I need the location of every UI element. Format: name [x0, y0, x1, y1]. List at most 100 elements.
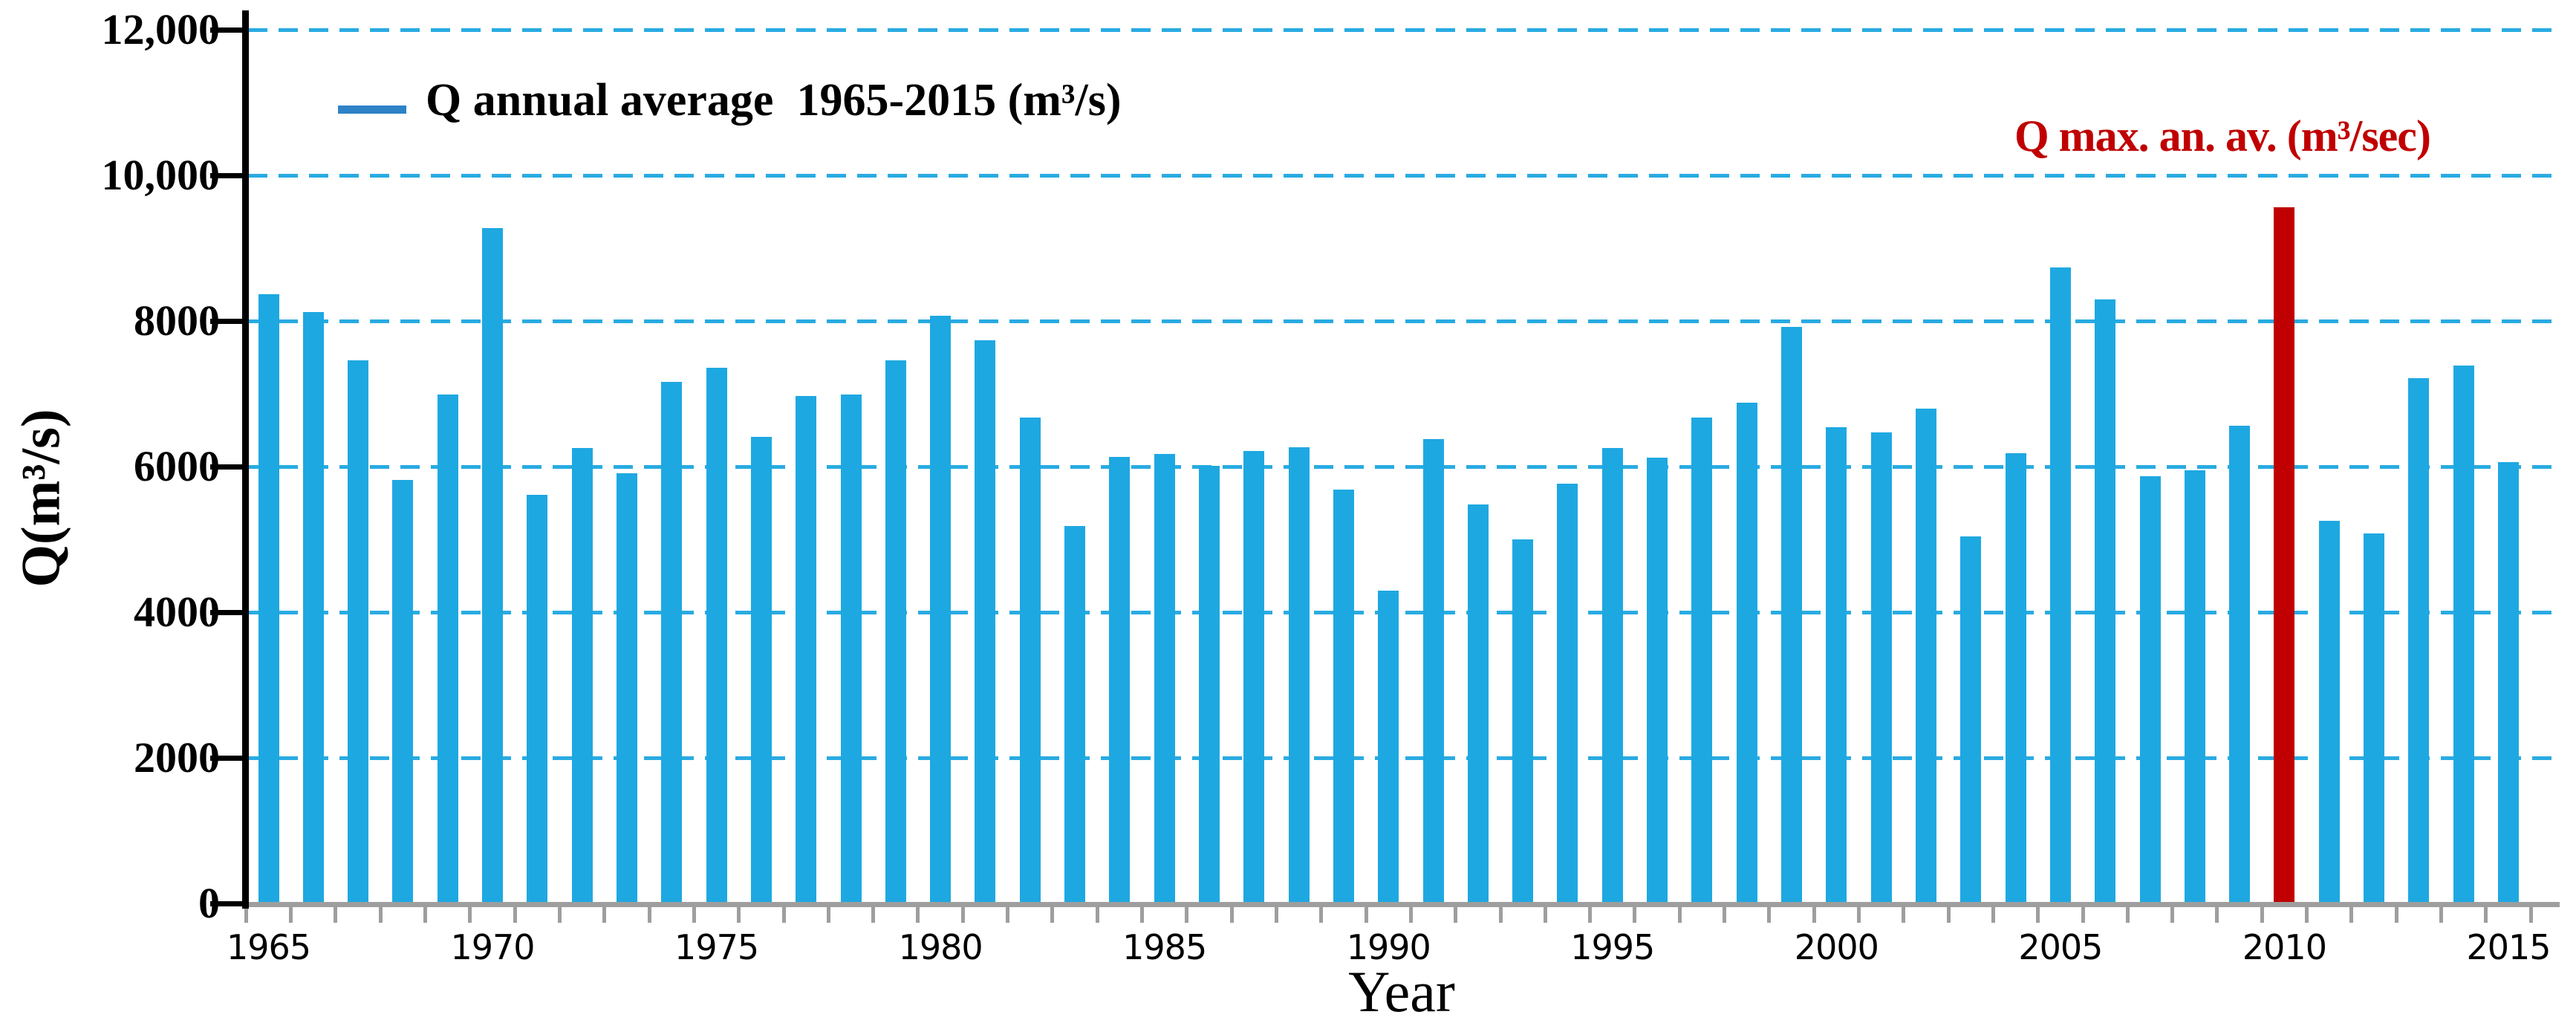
gridline-6000 [248, 464, 2560, 469]
x-axis-tick [1095, 907, 1099, 923]
y-tick-label-0: 0 [198, 879, 220, 927]
x-axis-tick [244, 907, 248, 923]
x-axis-title: Year [1348, 959, 1455, 1024]
bar-1987 [1243, 451, 1265, 905]
bar-2011 [2318, 520, 2340, 905]
x-axis-tick [1140, 907, 1145, 923]
bar-1977 [796, 395, 817, 905]
x-axis-tick [1454, 907, 1458, 923]
x-axis-tick [378, 907, 383, 923]
gridline-12000 [248, 27, 2560, 32]
x-axis-tick [1274, 907, 1278, 923]
bar-1972 [571, 447, 593, 905]
bar-2009 [2229, 426, 2251, 905]
y-axis-tick-0 [210, 900, 249, 906]
y-tick-label-12000: 12,000 [101, 5, 221, 53]
y-axis-tick-8000 [210, 318, 249, 324]
x-axis-tick [1050, 907, 1055, 923]
x-axis-tick [916, 907, 920, 923]
x-axis-tick [960, 907, 965, 923]
year-label-1975: 1975 [674, 927, 759, 967]
year-label-1970: 1970 [450, 927, 536, 967]
bar-1992 [1467, 504, 1489, 905]
bar-1982 [1019, 418, 1041, 905]
y-axis-line [242, 10, 249, 909]
y-axis-title: Q(m³/s) [10, 408, 72, 588]
bar-1978 [840, 394, 862, 905]
x-axis-tick [2349, 907, 2354, 923]
bar-1965 [258, 293, 279, 905]
x-axis-tick [1991, 907, 1995, 923]
x-axis-tick [2528, 907, 2533, 923]
bar-2005 [2049, 267, 2071, 905]
bar-1997 [1691, 418, 1713, 905]
bar-1981 [975, 340, 996, 905]
bar-2006 [2095, 299, 2116, 905]
bar-1995 [1601, 447, 1623, 905]
x-axis-tick [1319, 907, 1324, 923]
x-axis-tick [602, 907, 607, 923]
x-axis-tick [289, 907, 293, 923]
x-axis-tick [1229, 907, 1234, 923]
bar-1994 [1557, 483, 1578, 905]
x-axis-tick [334, 907, 338, 923]
x-axis-tick [2081, 907, 2085, 923]
x-axis-tick [826, 907, 830, 923]
x-axis-tick [1812, 907, 1816, 923]
bar-1983 [1064, 526, 1086, 905]
x-axis-tick [1767, 907, 1772, 923]
bar-1984 [1109, 457, 1131, 905]
x-axis-tick [558, 907, 562, 923]
bar-2003 [1960, 536, 1982, 905]
year-label-1980: 1980 [898, 927, 983, 967]
bar-1980 [930, 316, 952, 905]
year-label-1985: 1985 [1122, 927, 1207, 967]
x-axis-tick [1588, 907, 1593, 923]
bar-1991 [1422, 438, 1444, 905]
bar-1970 [482, 227, 504, 905]
bar-2001 [1870, 432, 1892, 905]
x-axis-tick [692, 907, 696, 923]
y-axis-tick-6000 [210, 464, 249, 470]
bar-2007 [2139, 475, 2161, 905]
x-axis-tick [1185, 907, 1189, 923]
x-axis-tick [423, 907, 428, 923]
y-axis-tick-12000 [210, 27, 249, 33]
bar-2000 [1826, 427, 1847, 905]
y-axis-title-wrap: Q(m³/s) [0, 297, 83, 698]
y-tick-label-6000: 6000 [134, 442, 220, 490]
bar-1976 [750, 436, 772, 905]
year-label-2000: 2000 [1794, 927, 1879, 967]
x-axis-tick [1902, 907, 1906, 923]
bar-1996 [1647, 458, 1668, 905]
x-axis-tick [871, 907, 876, 923]
x-axis-line [245, 902, 2560, 907]
bar-1974 [661, 382, 683, 905]
legend-label: Q annual average 1965-2015 (m³/s) [426, 75, 1122, 126]
y-tick-label-2000: 2000 [134, 733, 220, 782]
legend-line-swatch [338, 106, 406, 114]
x-axis-tick [2215, 907, 2219, 923]
bar-2004 [2005, 453, 2026, 905]
year-label-2005: 2005 [2018, 927, 2103, 967]
x-axis-tick [647, 907, 651, 923]
x-axis-tick [1633, 907, 1637, 923]
bar-1999 [1781, 326, 1803, 905]
bar-1993 [1512, 539, 1534, 905]
x-axis-tick [2125, 907, 2130, 923]
bar-2013 [2408, 378, 2430, 905]
x-axis-tick [513, 907, 517, 923]
x-axis-tick [1723, 907, 1727, 923]
x-axis-tick [1498, 907, 1503, 923]
year-label-1965: 1965 [226, 927, 311, 967]
bar-1968 [392, 479, 414, 905]
x-axis-tick [1364, 907, 1368, 923]
max-annual-average-annotation: Q max. an. av. (m³/sec) [2014, 111, 2431, 160]
x-axis-tick [1006, 907, 1010, 923]
year-label-1990: 1990 [1346, 927, 1431, 967]
gridline-8000 [248, 319, 2560, 323]
bar-2010 [2274, 207, 2295, 905]
x-axis-tick [2260, 907, 2264, 923]
bar-1979 [885, 360, 906, 905]
x-axis-tick [781, 907, 786, 923]
